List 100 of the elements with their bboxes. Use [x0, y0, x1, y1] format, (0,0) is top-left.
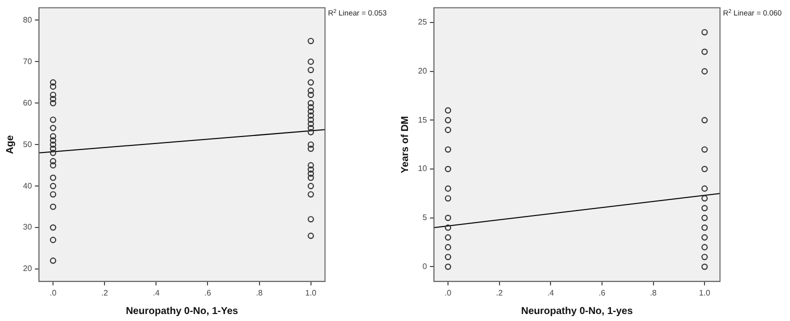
point [308, 170, 314, 177]
point [308, 146, 314, 152]
y-tick-label: 50 [22, 140, 32, 149]
point [444, 185, 452, 192]
point [701, 146, 708, 153]
point [50, 224, 56, 231]
point [308, 124, 314, 132]
point [444, 264, 452, 270]
point [701, 48, 708, 55]
y-tick-label: 70 [22, 56, 32, 66]
point [444, 224, 452, 231]
point [308, 108, 314, 115]
point [308, 58, 314, 65]
point [701, 185, 708, 192]
y-axis-title: Years of DM [400, 116, 411, 174]
point [308, 166, 314, 173]
point [701, 234, 708, 241]
point [50, 158, 56, 164]
point [50, 137, 56, 144]
point [701, 204, 708, 212]
point [308, 38, 314, 44]
point [50, 236, 56, 244]
point [308, 116, 314, 123]
point [50, 182, 56, 190]
point [444, 126, 452, 134]
point [701, 68, 708, 74]
point [50, 100, 56, 106]
point [50, 83, 56, 90]
point [50, 146, 56, 152]
y-tick-label: 60 [22, 98, 32, 108]
point [701, 244, 708, 250]
point [701, 117, 708, 124]
x-tick-label: .2 [496, 288, 504, 298]
point [50, 124, 56, 132]
point [701, 195, 708, 202]
y-axis-title: Age [4, 134, 16, 154]
point [50, 258, 56, 264]
y-tick-label: 20 [22, 264, 32, 274]
point [308, 88, 314, 94]
point [50, 174, 56, 181]
x-tick-label: .4 [547, 288, 555, 298]
point [50, 116, 56, 123]
y-tick-label: 5 [422, 213, 428, 222]
x-tick-label: .0 [50, 288, 57, 298]
point [308, 120, 314, 128]
point [308, 232, 314, 239]
point [308, 104, 314, 110]
y-tick-label: 80 [22, 15, 32, 24]
point [50, 133, 56, 140]
x-tick-label: .2 [101, 288, 109, 298]
point [50, 162, 56, 168]
point [701, 214, 708, 222]
point [50, 92, 56, 98]
point [308, 141, 314, 148]
point [308, 112, 314, 119]
y-tick-label: 20 [418, 66, 428, 76]
point [50, 150, 56, 156]
x-tick-label: .6 [598, 288, 606, 298]
x-axis-title: Neuropathy 0-No, 1-yes [521, 306, 634, 317]
point [701, 254, 708, 260]
x-tick-label: .0 [444, 288, 452, 298]
point [701, 166, 708, 172]
y-tick-label: 10 [418, 164, 428, 174]
point [444, 107, 452, 114]
point [308, 92, 314, 98]
x-tick-label: .8 [256, 288, 264, 298]
y-tick-label: 25 [418, 18, 428, 27]
point [308, 79, 314, 86]
point [308, 100, 314, 106]
point [444, 234, 452, 241]
point [444, 146, 452, 153]
x-tick-label: .8 [650, 288, 658, 298]
point [701, 224, 708, 231]
point [308, 162, 314, 168]
point [308, 216, 314, 222]
point [308, 182, 314, 190]
point [308, 66, 314, 74]
y-tick-label: 40 [22, 181, 32, 190]
x-tick-label: .6 [204, 288, 212, 298]
point [308, 174, 314, 181]
point [444, 244, 452, 250]
point [444, 166, 452, 172]
point [308, 191, 314, 198]
point [444, 117, 452, 124]
point [50, 204, 56, 210]
point [50, 141, 56, 148]
point [308, 129, 314, 136]
point [50, 96, 56, 102]
x-tick-label: .4 [152, 288, 160, 298]
point [444, 195, 452, 202]
y-tick-label: 15 [418, 115, 428, 124]
point [701, 264, 708, 270]
point [50, 191, 56, 198]
y-tick-label: 0 [422, 262, 428, 271]
x-tick-label: 1.0 [305, 288, 317, 298]
y-tick-label: 30 [22, 222, 32, 232]
point [701, 29, 708, 36]
point [50, 79, 56, 86]
point [444, 254, 452, 260]
x-axis-title: Neuropathy 0-No, 1-Yes [126, 306, 239, 317]
